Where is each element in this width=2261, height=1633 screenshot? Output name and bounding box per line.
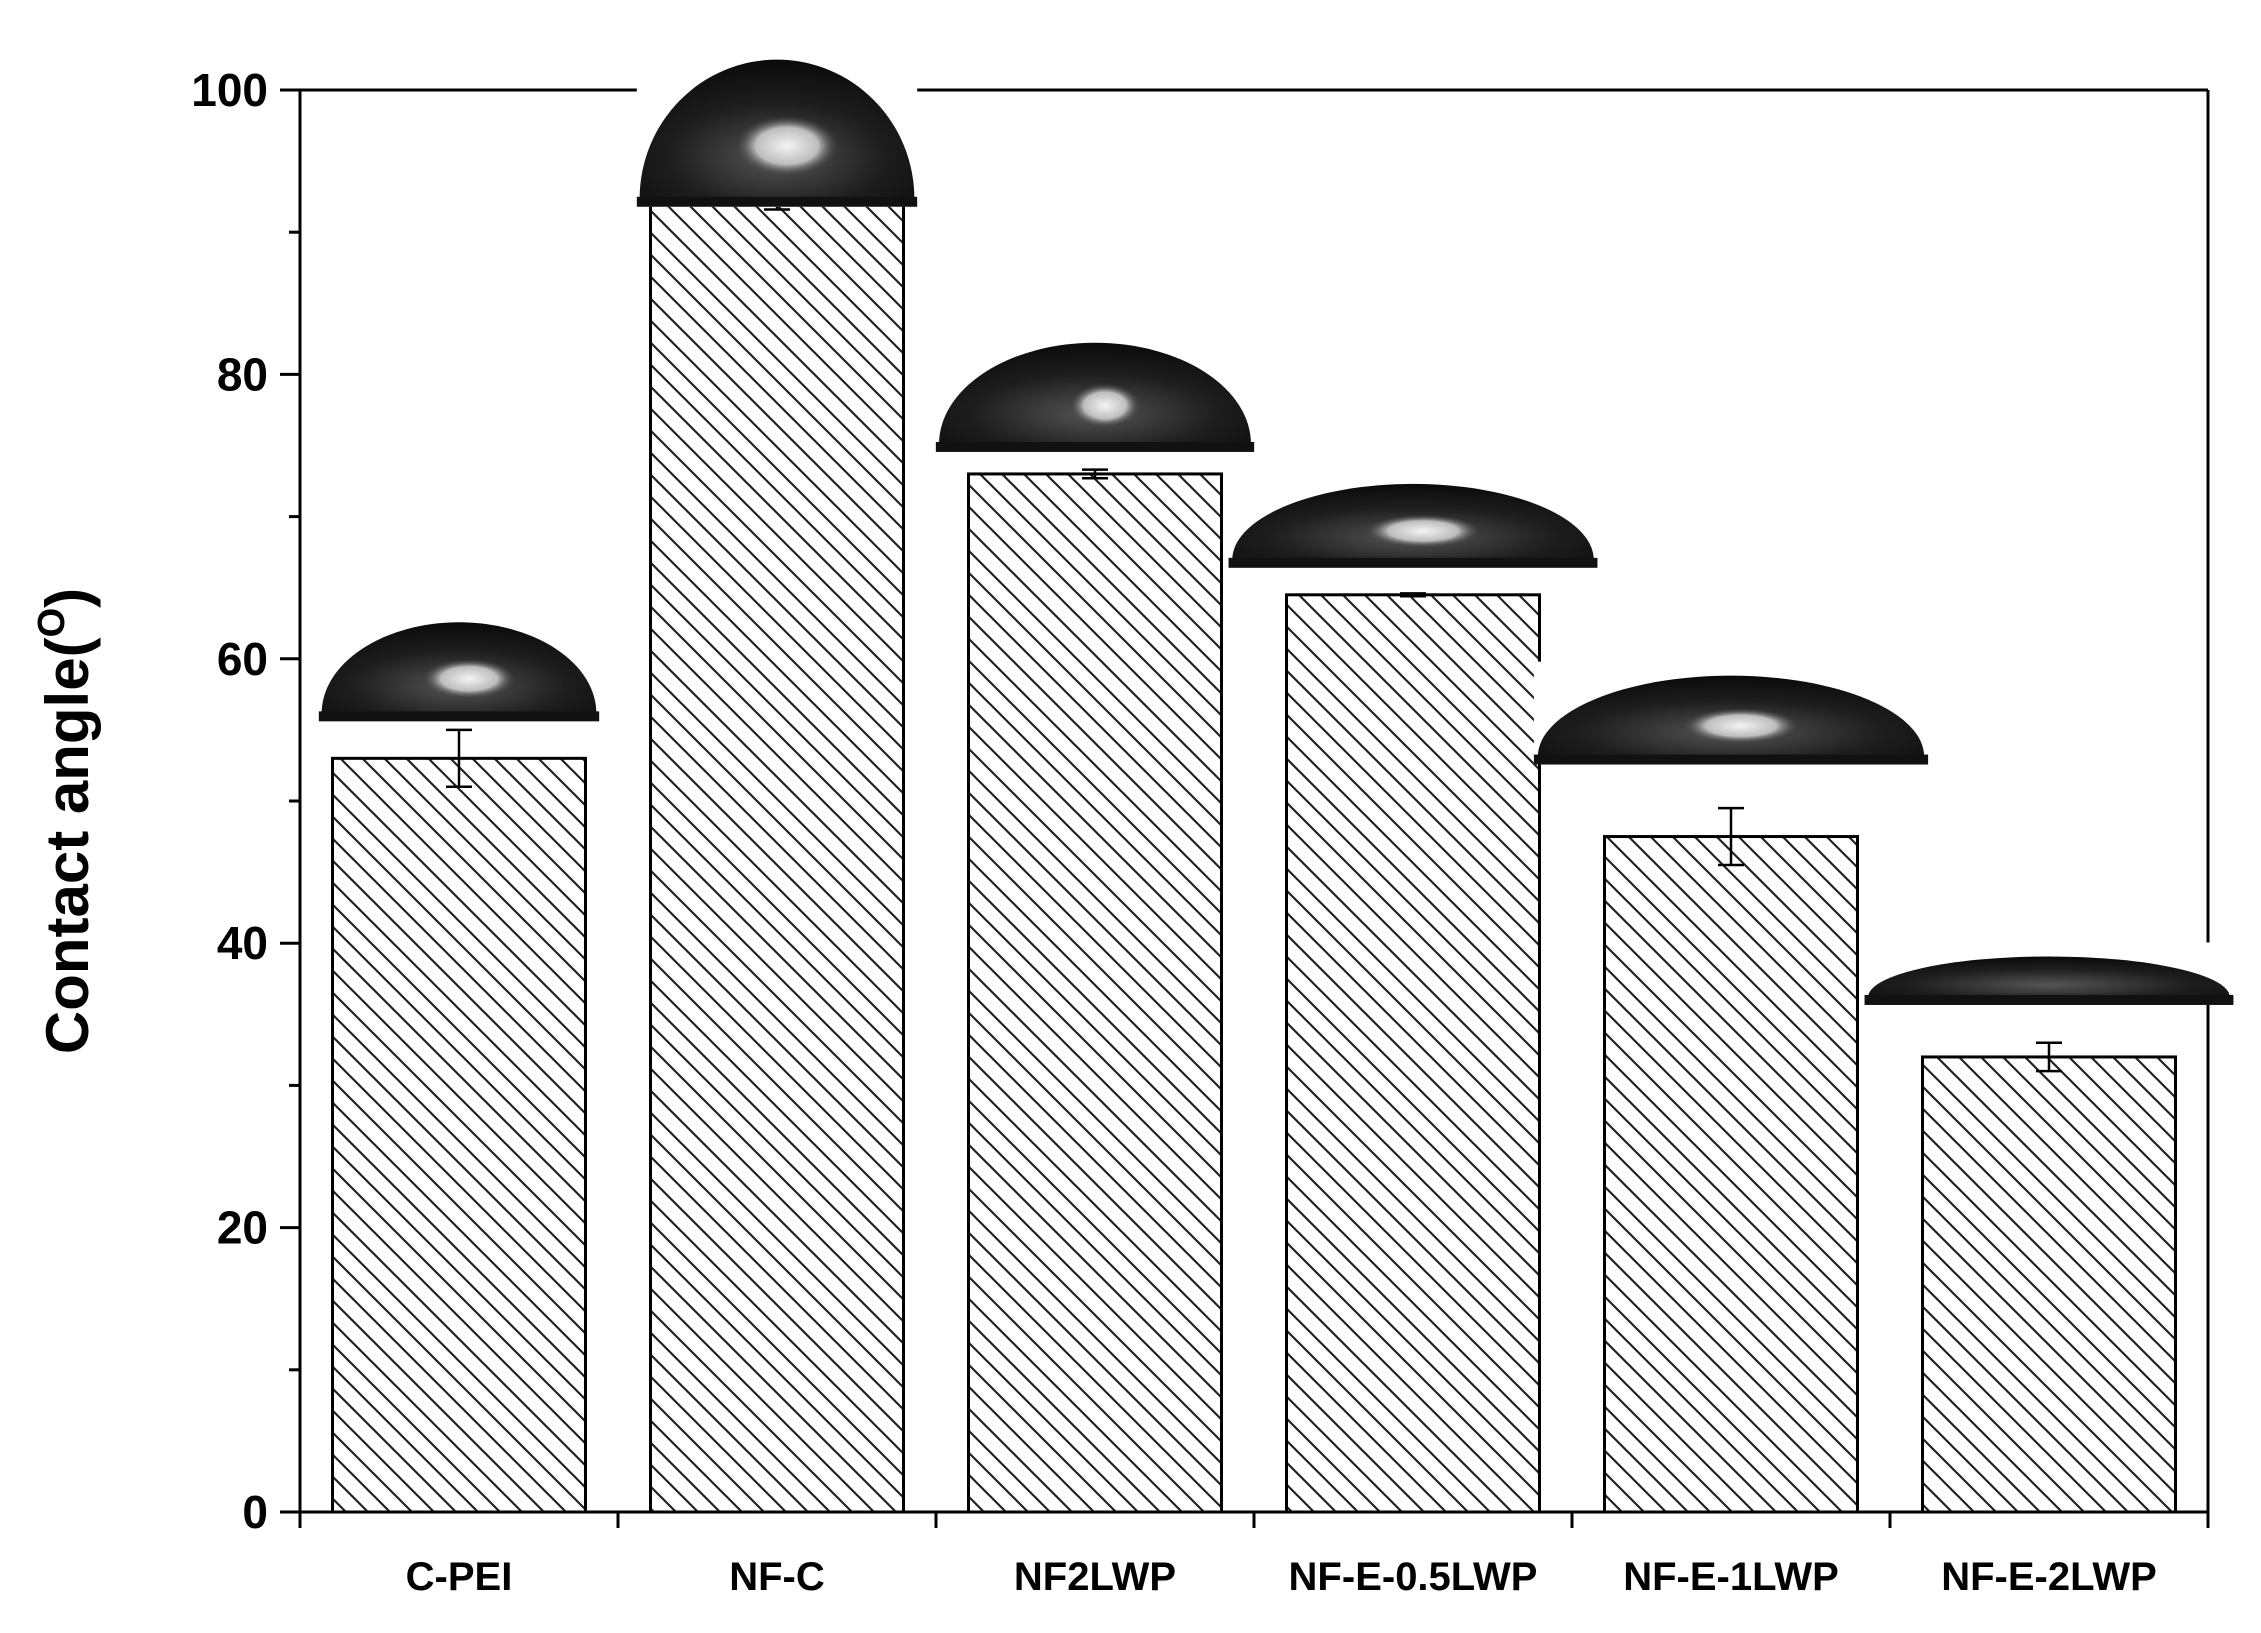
droplet-inset-nf-e-0.5lwp: [1228, 469, 1598, 568]
y-tick-label: 60: [217, 633, 268, 685]
error-bar-c-pei: [446, 728, 472, 789]
droplet-highlight: [1069, 383, 1141, 428]
error-bar-nf-e-1lwp: [1718, 806, 1744, 867]
droplet-inset-c-pei: [318, 608, 600, 722]
droplet-substrate: [636, 196, 918, 207]
category-label-nf-c: NF-C: [729, 1555, 825, 1599]
y-axis-label: Contact angle(O): [31, 588, 101, 1054]
droplet-substrate: [935, 441, 1255, 452]
droplet-inset-nf-e-1lwp: [1533, 661, 1929, 765]
droplet-highlight: [422, 658, 516, 699]
droplet-substrate: [1228, 557, 1598, 568]
bar-nf2lwp: [967, 472, 1223, 1514]
y-axis-label-superscript: O: [31, 608, 73, 638]
droplet-substrate: [318, 711, 600, 722]
droplet-shape: [1868, 956, 2230, 997]
category-label-nf-e-2lwp: NF-E-2LWP: [1941, 1555, 2157, 1599]
y-axis-label-text: Contact angle(: [34, 637, 101, 1054]
bars-layer: [331, 196, 2177, 1514]
droplet-inset-nf-c: [636, 45, 918, 207]
y-tick-label: 80: [217, 348, 268, 400]
droplet-inset-nf-e-2lwp: [1864, 942, 2234, 1005]
bar-nf-e-2lwp: [1921, 1055, 2177, 1514]
bar-c-pei: [331, 756, 587, 1514]
bar-nf-c: [649, 202, 905, 1514]
bar-nf-e-1lwp: [1603, 835, 1859, 1514]
y-tick-label: 20: [217, 1202, 268, 1254]
droplet-highlight: [1682, 707, 1800, 744]
error-bar-nf-e-2lwp: [2036, 1041, 2062, 1073]
droplet-highlight: [734, 115, 840, 177]
bar-nf-e-0.5lwp: [1285, 593, 1541, 1514]
droplet-substrate: [1533, 754, 1929, 765]
category-label-nf-e-0.5lwp: NF-E-0.5LWP: [1289, 1555, 1538, 1599]
axes-layer: [280, 88, 2210, 1528]
error-bar-nf-e-0.5lwp: [1400, 592, 1426, 598]
y-tick-label: 0: [242, 1486, 268, 1538]
category-label-nf-e-1lwp: NF-E-1LWP: [1623, 1555, 1839, 1599]
labels-layer: C-PEI NF-C NF2LWP NF-E-0.5LWP NF-E-1LWP NF-E-…: [31, 64, 2157, 1599]
y-tick-label: 40: [217, 917, 268, 969]
droplet-substrate: [1864, 994, 2234, 1005]
y-tick-label: 100: [191, 64, 268, 116]
category-label-nf2lwp: NF2LWP: [1014, 1555, 1176, 1599]
droplet-highlight: [1364, 514, 1482, 548]
droplet-inset-nf2lwp: [935, 328, 1255, 452]
error-bar-nf2lwp: [1082, 468, 1108, 480]
y-axis-label-close: ): [34, 588, 101, 608]
droplet-insets-layer: [318, 45, 2234, 1005]
category-label-c-pei: C-PEI: [406, 1555, 513, 1599]
